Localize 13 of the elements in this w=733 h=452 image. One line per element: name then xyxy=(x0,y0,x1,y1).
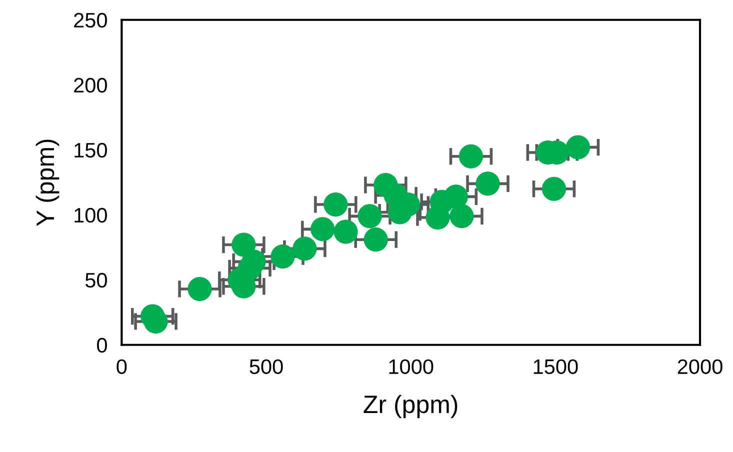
x-tick-label: 0 xyxy=(116,359,127,374)
y-tick-label: 0 xyxy=(97,338,107,353)
x-tick-label: 1000 xyxy=(389,359,434,374)
x-axis-title: Zr (ppm) xyxy=(364,394,458,418)
y-tick-label: 50 xyxy=(85,272,107,288)
y-tick-label: 100 xyxy=(74,208,107,223)
y-axis-title: Y (ppm) xyxy=(36,140,60,226)
x-tick-label: 1500 xyxy=(534,359,578,374)
y-tick-label: 250 xyxy=(74,12,107,28)
y-tick-label: 150 xyxy=(74,142,107,158)
y-tick-label: 200 xyxy=(74,78,107,93)
x-tick-label: 500 xyxy=(250,359,283,374)
x-tick-label: 2000 xyxy=(678,359,722,374)
